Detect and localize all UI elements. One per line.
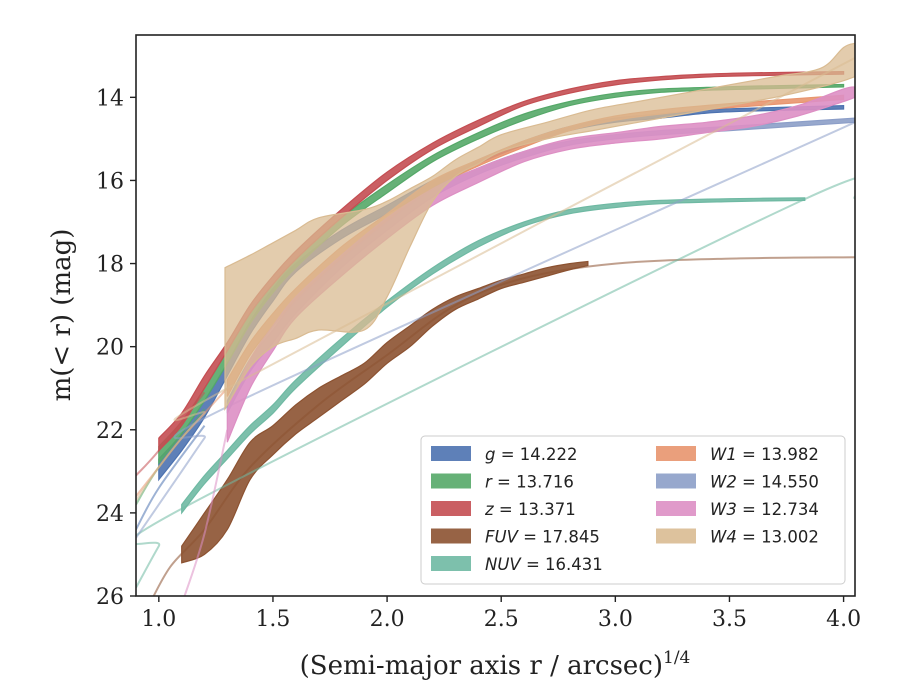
y-tick-label: 24 <box>96 502 124 527</box>
legend-swatch-nuv <box>431 556 471 571</box>
legend-item-fuv: FUV = 17.845 <box>431 528 600 547</box>
y-tick-label: 14 <box>96 86 124 111</box>
x-axis-label: (Semi-major axis r / arcsec)1/4 <box>300 648 691 681</box>
legend-swatch-r <box>431 473 471 489</box>
series-nuv-extrapolation <box>136 177 855 589</box>
legend-swatch-w2 <box>656 473 696 489</box>
legend-label-w4: W4 = 13.002 <box>710 528 819 547</box>
series-w2-extrapolation <box>136 121 855 539</box>
y-tick-label: 18 <box>96 253 124 278</box>
legend-item-w4: W4 = 13.002 <box>656 528 819 547</box>
series-nuv-band <box>181 197 806 515</box>
legend-label-w3: W3 = 12.734 <box>710 500 819 519</box>
x-tick-label: 2.5 <box>484 607 519 632</box>
legend-label-w2: W2 = 14.550 <box>710 473 819 492</box>
series-w4-extrapolation <box>136 57 855 501</box>
legend-label-fuv: FUV = 17.845 <box>485 528 600 547</box>
legend-label-nuv: NUV = 16.431 <box>485 555 603 574</box>
y-tick-label: 16 <box>96 169 124 194</box>
x-tick-label: 2.0 <box>370 607 405 632</box>
series-w3-extrapolation <box>183 429 229 596</box>
legend-item-z: z = 13.371 <box>431 500 576 519</box>
plot-frame <box>135 34 856 597</box>
axis-ticks: 1.0 1.5 2.0 2.5 3.0 3.5 4.0 14 16 18 20 22 24 26 <box>96 86 861 632</box>
y-tick-label: 22 <box>96 419 124 444</box>
series-g-extrapolation <box>136 425 206 530</box>
x-tick-label: 1.0 <box>141 607 176 632</box>
legend-item-w1: W1 = 13.982 <box>656 445 819 464</box>
legend-item-w3: W3 = 12.734 <box>656 500 819 519</box>
legend: g = 14.222 r = 13.716 z = 13.371 FUV = 17.8… <box>420 435 846 585</box>
legend-item-nuv: NUV = 16.431 <box>431 555 603 574</box>
legend-label-z: z = 13.371 <box>484 500 576 519</box>
legend-swatch-w1 <box>656 446 696 461</box>
legend-swatch-w4 <box>656 528 696 544</box>
x-tick-label: 1.5 <box>255 607 290 632</box>
y-tick-label: 20 <box>96 336 124 361</box>
legend-item-w2: W2 = 14.550 <box>656 473 819 492</box>
x-tick-label: 3.0 <box>598 607 633 632</box>
legend-label-r: r = 13.716 <box>485 473 574 492</box>
legend-swatch-g <box>431 446 471 461</box>
legend-label-g: g = 14.222 <box>485 445 578 464</box>
legend-item-g: g = 14.222 <box>431 445 578 464</box>
legend-box <box>420 435 846 585</box>
legend-swatch-fuv <box>431 528 471 544</box>
legend-swatch-w3 <box>656 501 696 516</box>
x-tick-label: 3.5 <box>712 607 747 632</box>
legend-swatch-z <box>431 501 471 516</box>
y-axis-label: m(< r) (mag) <box>47 229 77 402</box>
series-fuv-band <box>181 260 589 564</box>
legend-label-w1: W1 = 13.982 <box>710 445 819 464</box>
y-tick-label: 26 <box>96 585 124 610</box>
legend-item-r: r = 13.716 <box>431 473 574 492</box>
x-tick-label: 4.0 <box>826 607 861 632</box>
series-w4-band <box>224 42 855 412</box>
